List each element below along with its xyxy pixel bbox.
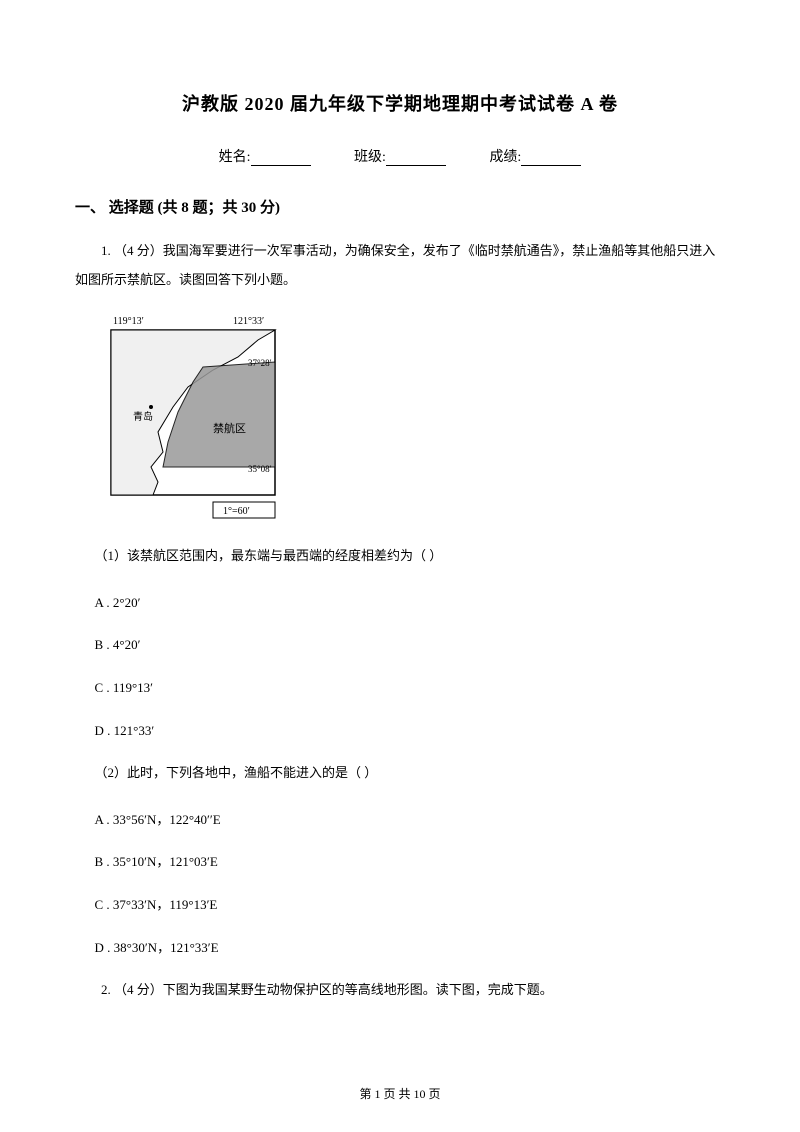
map-figure: 青岛 禁航区 119°13′ 121°33′ 37°28′ 35°08′ 1°=… xyxy=(103,312,283,522)
q1-sub2-option-a: A . 33°56′N，122°40′′E xyxy=(75,806,725,835)
map-city-label: 青岛 xyxy=(133,410,153,423)
class-field: 班级: xyxy=(354,146,446,166)
class-blank[interactable] xyxy=(386,165,446,166)
map-lat-top: 37°28′ xyxy=(248,358,272,368)
map-lat-bottom: 35°08′ xyxy=(248,464,272,474)
exam-title: 沪教版 2020 届九年级下学期地理期中考试试卷 A 卷 xyxy=(75,90,725,116)
map-lon-left: 119°13′ xyxy=(113,316,144,327)
q1-sub1-option-a: A . 2°20′ xyxy=(75,589,725,618)
name-blank[interactable] xyxy=(251,165,311,166)
map-lon-right: 121°33′ xyxy=(233,316,264,327)
score-blank[interactable] xyxy=(521,165,581,166)
section-header: 一、 选择题 (共 8 题；共 30 分) xyxy=(75,196,725,217)
page-footer: 第 1 页 共 10 页 xyxy=(0,1085,800,1102)
map-city-dot xyxy=(149,405,153,409)
name-field: 姓名: xyxy=(219,146,311,166)
question-2: 2. （4 分）下图为我国某野生动物保护区的等高线地形图。读下图，完成下题。 xyxy=(75,976,725,1005)
q1-sub1-option-b: B . 4°20′ xyxy=(75,631,725,660)
q1-sub2-option-c: C . 37°33′N，119°13′E xyxy=(75,891,725,920)
q1-sub2-option-d: D . 38°30′N，121°33′E xyxy=(75,934,725,963)
section-number: 一、 xyxy=(75,200,105,216)
section-detail: (共 8 题；共 30 分) xyxy=(158,200,281,216)
map-svg: 青岛 禁航区 119°13′ 121°33′ 37°28′ 35°08′ 1°=… xyxy=(103,312,283,522)
q1-sub2-option-b: B . 35°10′N，121°03′E xyxy=(75,848,725,877)
section-title: 选择题 xyxy=(109,200,154,216)
score-field: 成绩: xyxy=(489,146,581,166)
name-label: 姓名: xyxy=(219,150,251,165)
map-scale-text: 1°=60′ xyxy=(223,506,250,517)
q1-sub2: （2）此时，下列各地中，渔船不能进入的是（ ） xyxy=(75,759,725,788)
q1-sub1: （1）该禁航区范围内，最东端与最西端的经度相差约为（ ） xyxy=(75,542,725,571)
q1-number: 1. xyxy=(101,243,111,258)
map-zone-label: 禁航区 xyxy=(213,421,246,435)
q1-points: （4 分） xyxy=(114,243,163,258)
q2-number: 2. xyxy=(101,982,111,997)
q2-points: （4 分） xyxy=(114,982,163,997)
q1-sub1-option-d: D . 121°33′ xyxy=(75,717,725,746)
student-info-row: 姓名: 班级: 成绩: xyxy=(75,146,725,166)
q1-text: 我国海军要进行一次军事活动，为确保安全，发布了《临时禁航通告》，禁止渔船等其他船… xyxy=(75,243,715,287)
q1-sub1-option-c: C . 119°13′ xyxy=(75,674,725,703)
q2-text: 下图为我国某野生动物保护区的等高线地形图。读下图，完成下题。 xyxy=(163,982,553,997)
question-1: 1. （4 分）我国海军要进行一次军事活动，为确保安全，发布了《临时禁航通告》，… xyxy=(75,237,725,294)
score-label: 成绩: xyxy=(489,150,521,165)
class-label: 班级: xyxy=(354,150,386,165)
